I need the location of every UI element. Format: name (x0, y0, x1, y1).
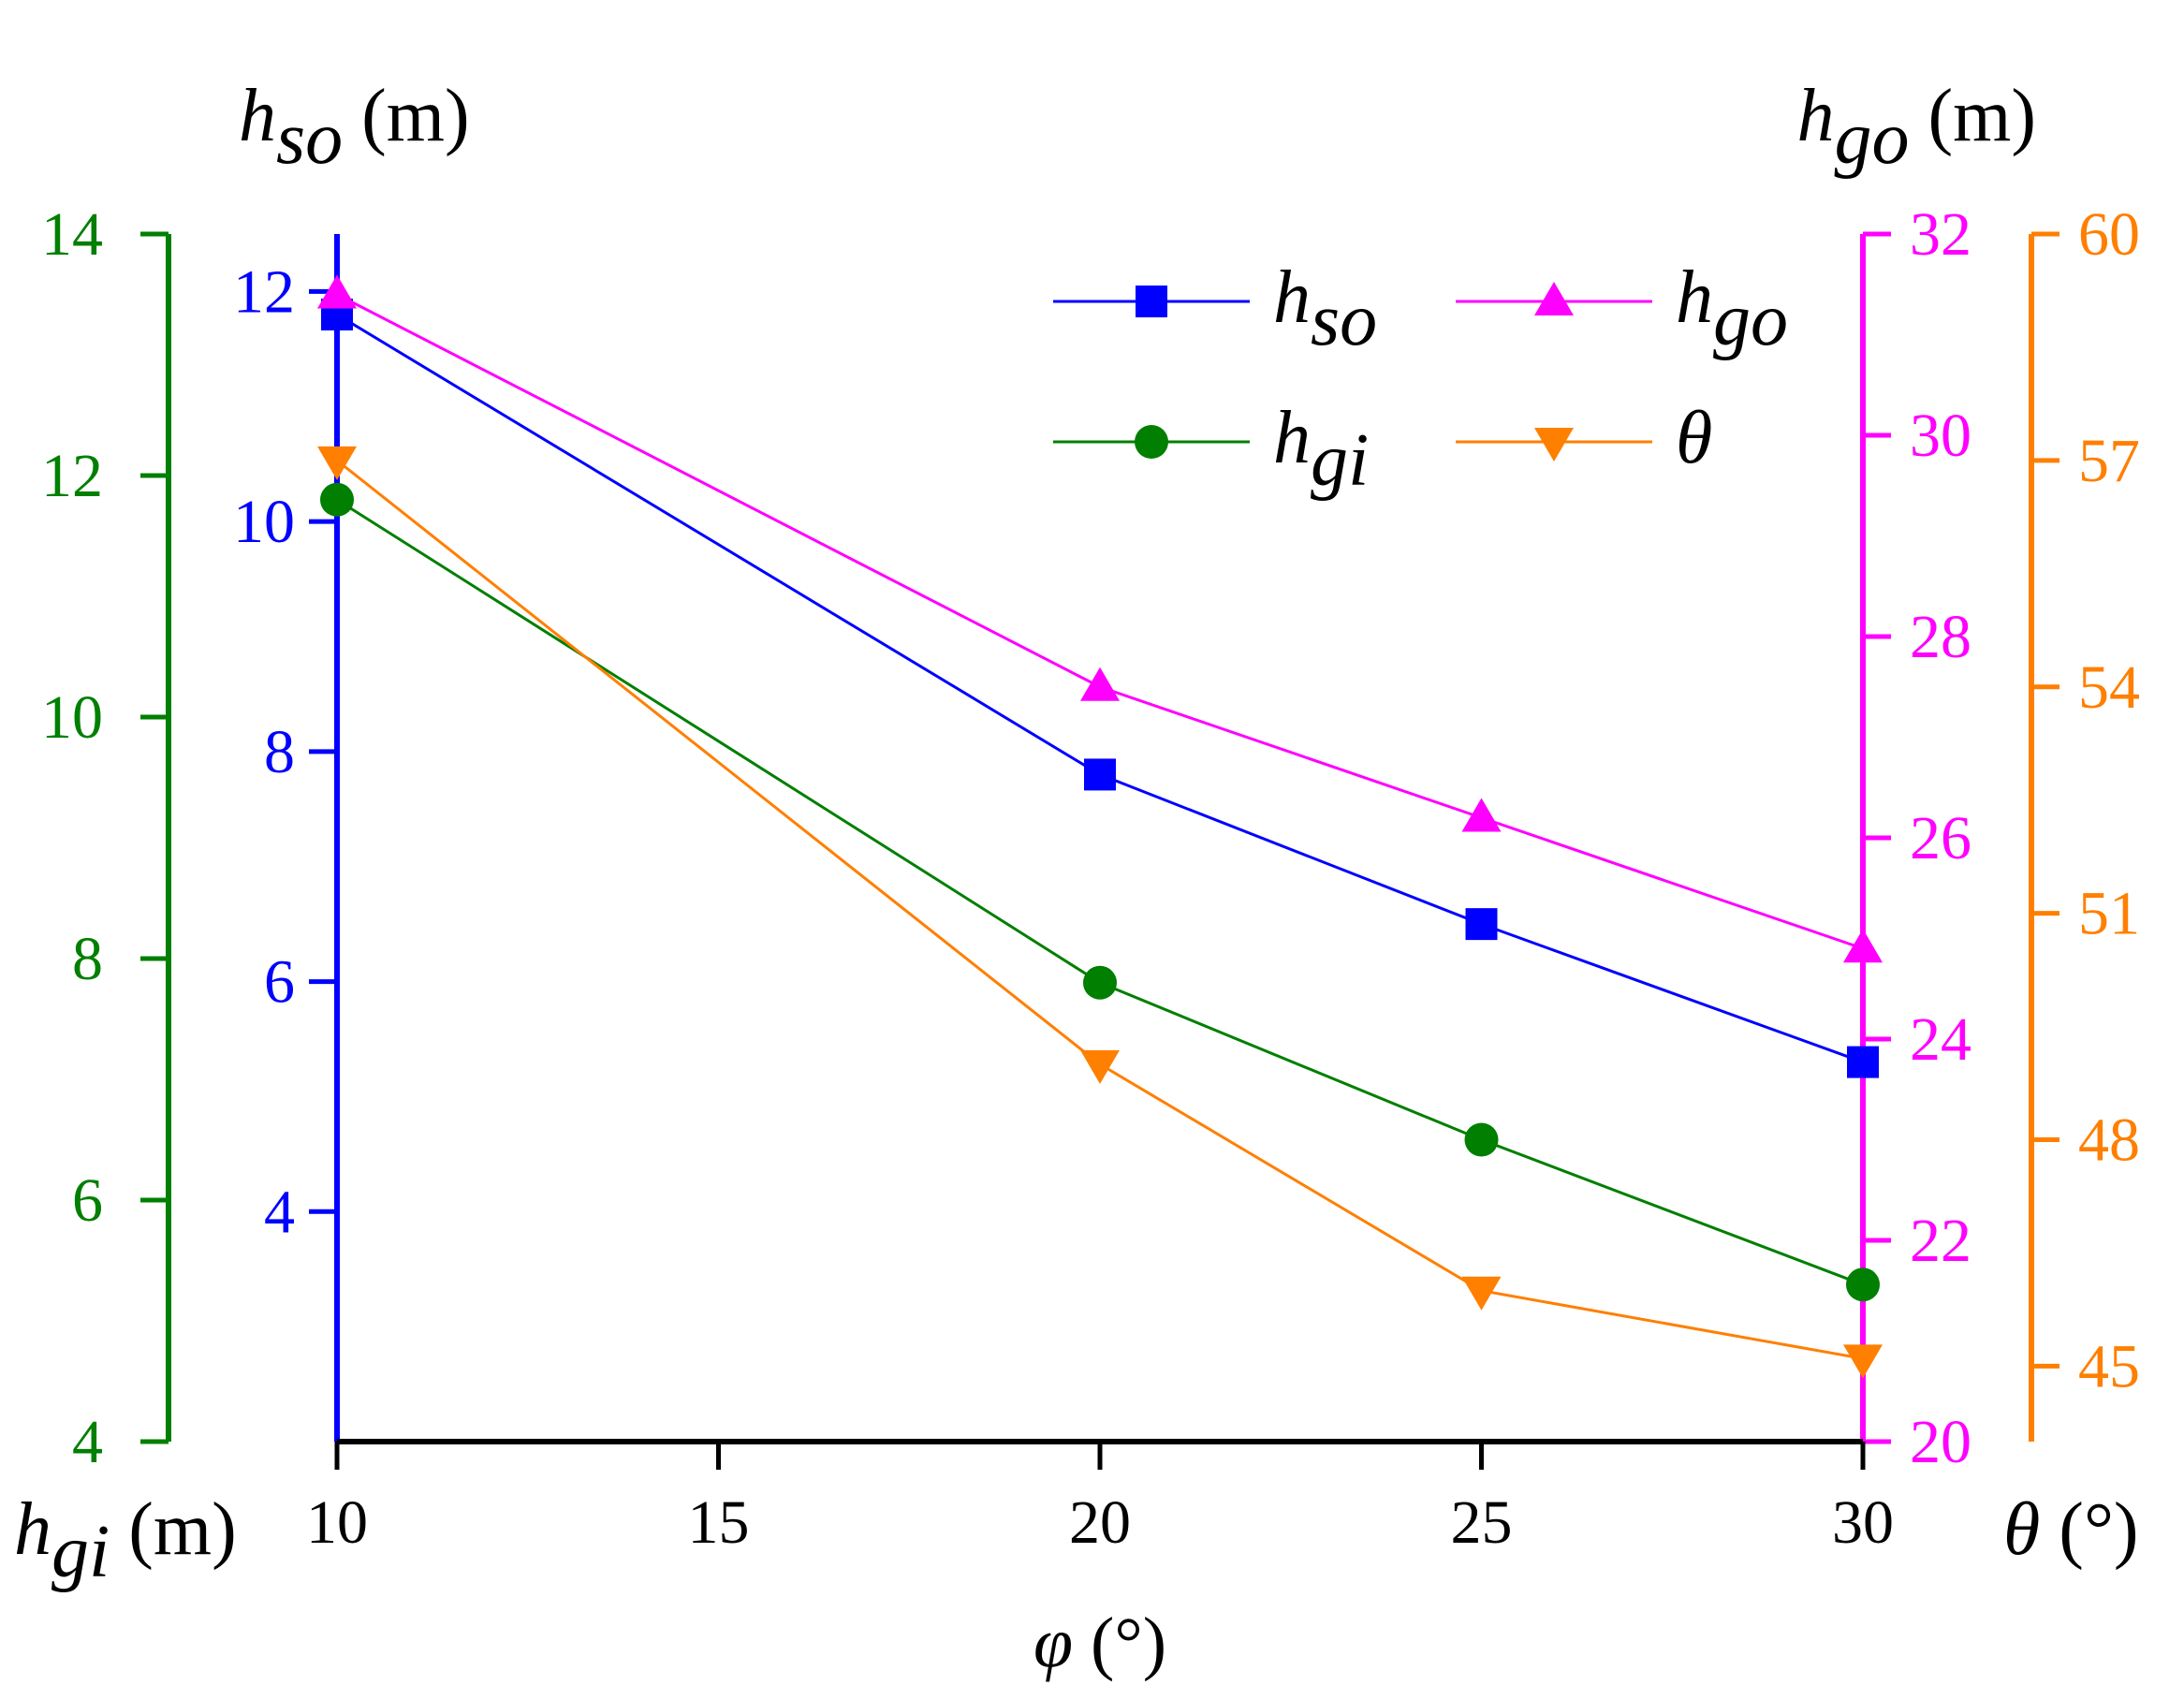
data-point-θ (317, 446, 357, 480)
hgo-tick-label: 26 (1910, 804, 1971, 872)
data-point-θ (1461, 1276, 1502, 1311)
series-line-θ (336, 459, 1864, 1360)
hgi-tick-label: 14 (41, 200, 103, 269)
theta-tick-label: 45 (2078, 1332, 2140, 1400)
x-tick-label: 20 (1069, 1488, 1131, 1557)
data-point-hgi (1846, 1267, 1880, 1302)
hgi-axis-title: hgi (m) (14, 1488, 237, 1593)
legend-item-θ: θ (1456, 397, 1712, 479)
hso-tick-label: 6 (264, 948, 295, 1017)
legend-item-hgo: hgo (1456, 256, 1788, 361)
hso-axis-title: hso (m) (239, 75, 470, 180)
series-θ (317, 446, 1883, 1379)
hgi-tick-label: 6 (72, 1166, 103, 1235)
series-line-hso (336, 313, 1864, 1063)
hgo-tick-label: 22 (1910, 1207, 1971, 1275)
data-point-hgo (1843, 929, 1883, 963)
data-point-hso (1084, 758, 1116, 791)
legend-label: hgo (1676, 256, 1788, 361)
theta-tick-label: 54 (2078, 653, 2140, 722)
legend-marker (1534, 428, 1574, 462)
data-point-hgi (320, 482, 354, 517)
hgi-tick-label: 8 (72, 925, 103, 993)
data-point-hgo (1080, 667, 1120, 701)
x-tick-label: 10 (306, 1488, 368, 1557)
legend-label: θ (1676, 397, 1712, 479)
data-point-hgi (1464, 1122, 1499, 1157)
data-point-hgi (1083, 965, 1117, 1000)
hso-tick-label: 4 (264, 1178, 295, 1246)
hso-tick-label: 12 (233, 257, 295, 326)
theta-tick-label: 51 (2078, 880, 2140, 948)
series-hgi (320, 482, 1880, 1302)
data-point-hgo (317, 274, 357, 309)
theta-axis-title: θ (°) (2003, 1488, 2139, 1571)
hso-tick-label: 8 (264, 718, 295, 786)
theta-tick-label: 48 (2078, 1106, 2140, 1175)
data-point-θ (1843, 1344, 1883, 1379)
legend-marker (1136, 286, 1167, 317)
hgo-tick-label: 30 (1910, 402, 1971, 470)
legend-marker (1534, 282, 1574, 315)
data-point-hso (1847, 1046, 1879, 1078)
series-line-hgo (336, 293, 1864, 950)
hgi-tick-label: 12 (41, 442, 103, 510)
x-axis-title: φ (°) (1033, 1604, 1166, 1682)
hgo-axis-title: hgo (m) (1796, 75, 2036, 180)
theta-tick-label: 57 (2078, 427, 2140, 495)
data-point-hso (1465, 908, 1498, 941)
hgi-tick-label: 4 (72, 1408, 103, 1476)
legend-label: hso (1273, 256, 1377, 361)
hgo-tick-label: 20 (1910, 1408, 1971, 1476)
legend-item-hso: hso (1053, 256, 1377, 361)
hgo-tick-label: 32 (1910, 200, 1971, 269)
data-point-hgo (1461, 798, 1502, 832)
hgi-tick-label: 10 (41, 683, 103, 752)
data-point-θ (1080, 1049, 1120, 1084)
hgo-tick-label: 24 (1910, 1005, 1971, 1074)
x-tick-label: 25 (1451, 1488, 1513, 1557)
legend-label: hgi (1273, 397, 1369, 502)
legend-marker (1135, 425, 1168, 459)
series-hgo (317, 274, 1883, 963)
series-line-hgi (336, 498, 1864, 1286)
axes-layer: 4 6 8 10 12 14 4 6 8 10 12 20 22 24 26 28 30 32 45 48 51 54 57… (14, 75, 2140, 1682)
theta-tick-label: 60 (2078, 200, 2140, 269)
hgo-tick-label: 28 (1910, 603, 1971, 671)
x-tick-label: 30 (1832, 1488, 1894, 1557)
legend-item-hgi: hgi (1053, 397, 1369, 502)
x-tick-label: 15 (688, 1488, 750, 1557)
legend: hso hgo hgi θ (1053, 256, 1788, 502)
series-layer (317, 274, 1883, 1379)
hso-tick-label: 10 (233, 488, 295, 556)
